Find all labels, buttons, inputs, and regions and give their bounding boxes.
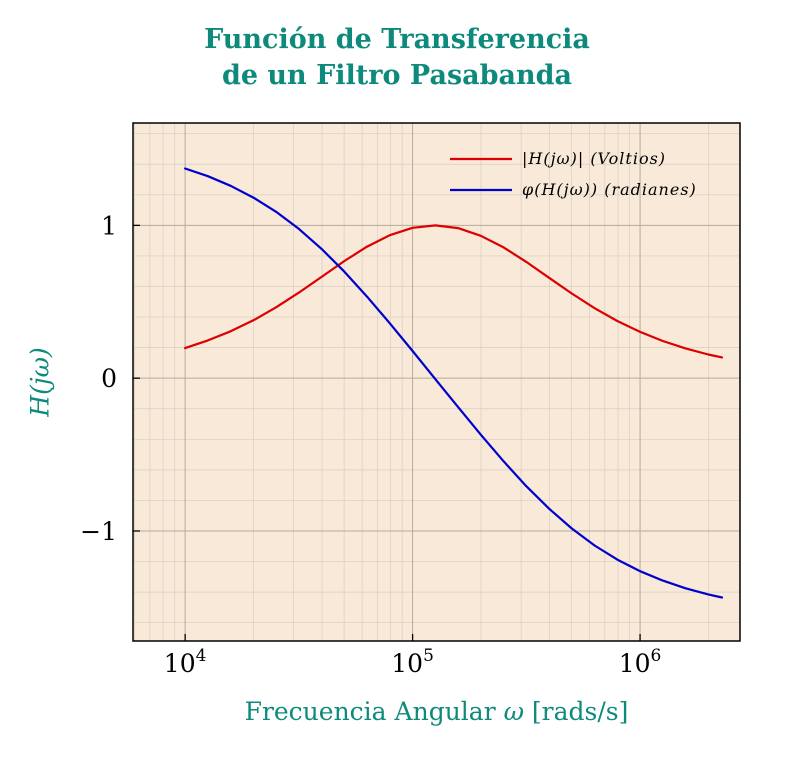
x-axis-label: Frecuencia Angular ω [rads/s] [133,697,740,726]
axes-border [132,122,741,642]
y-tick-label: 1 [101,211,117,240]
x-axis-label-prefix: Frecuencia Angular [244,697,504,726]
chart-title-line2: de un Filtro Pasabanda [221,59,573,91]
chart-title: Función de Transferencia de un Filtro Pa… [0,22,794,93]
x-tick-label: 104 [164,646,207,678]
magnitude-curve [184,224,724,359]
phase-curve [184,167,724,599]
omega-symbol: ω [503,697,524,726]
x-tick-label: 106 [619,646,662,678]
y-tick-label: −1 [80,517,117,546]
legend-label-0: |H(jω)| (Voltios) [522,149,666,168]
x-tick-label: 105 [391,646,434,678]
legend-label-1: φ(H(jω)) (radianes) [522,180,697,199]
x-axis-label-units: [rads/s] [523,697,629,726]
chart-title-line1: Función de Transferencia [204,24,590,55]
y-tick-label: 0 [101,364,117,393]
